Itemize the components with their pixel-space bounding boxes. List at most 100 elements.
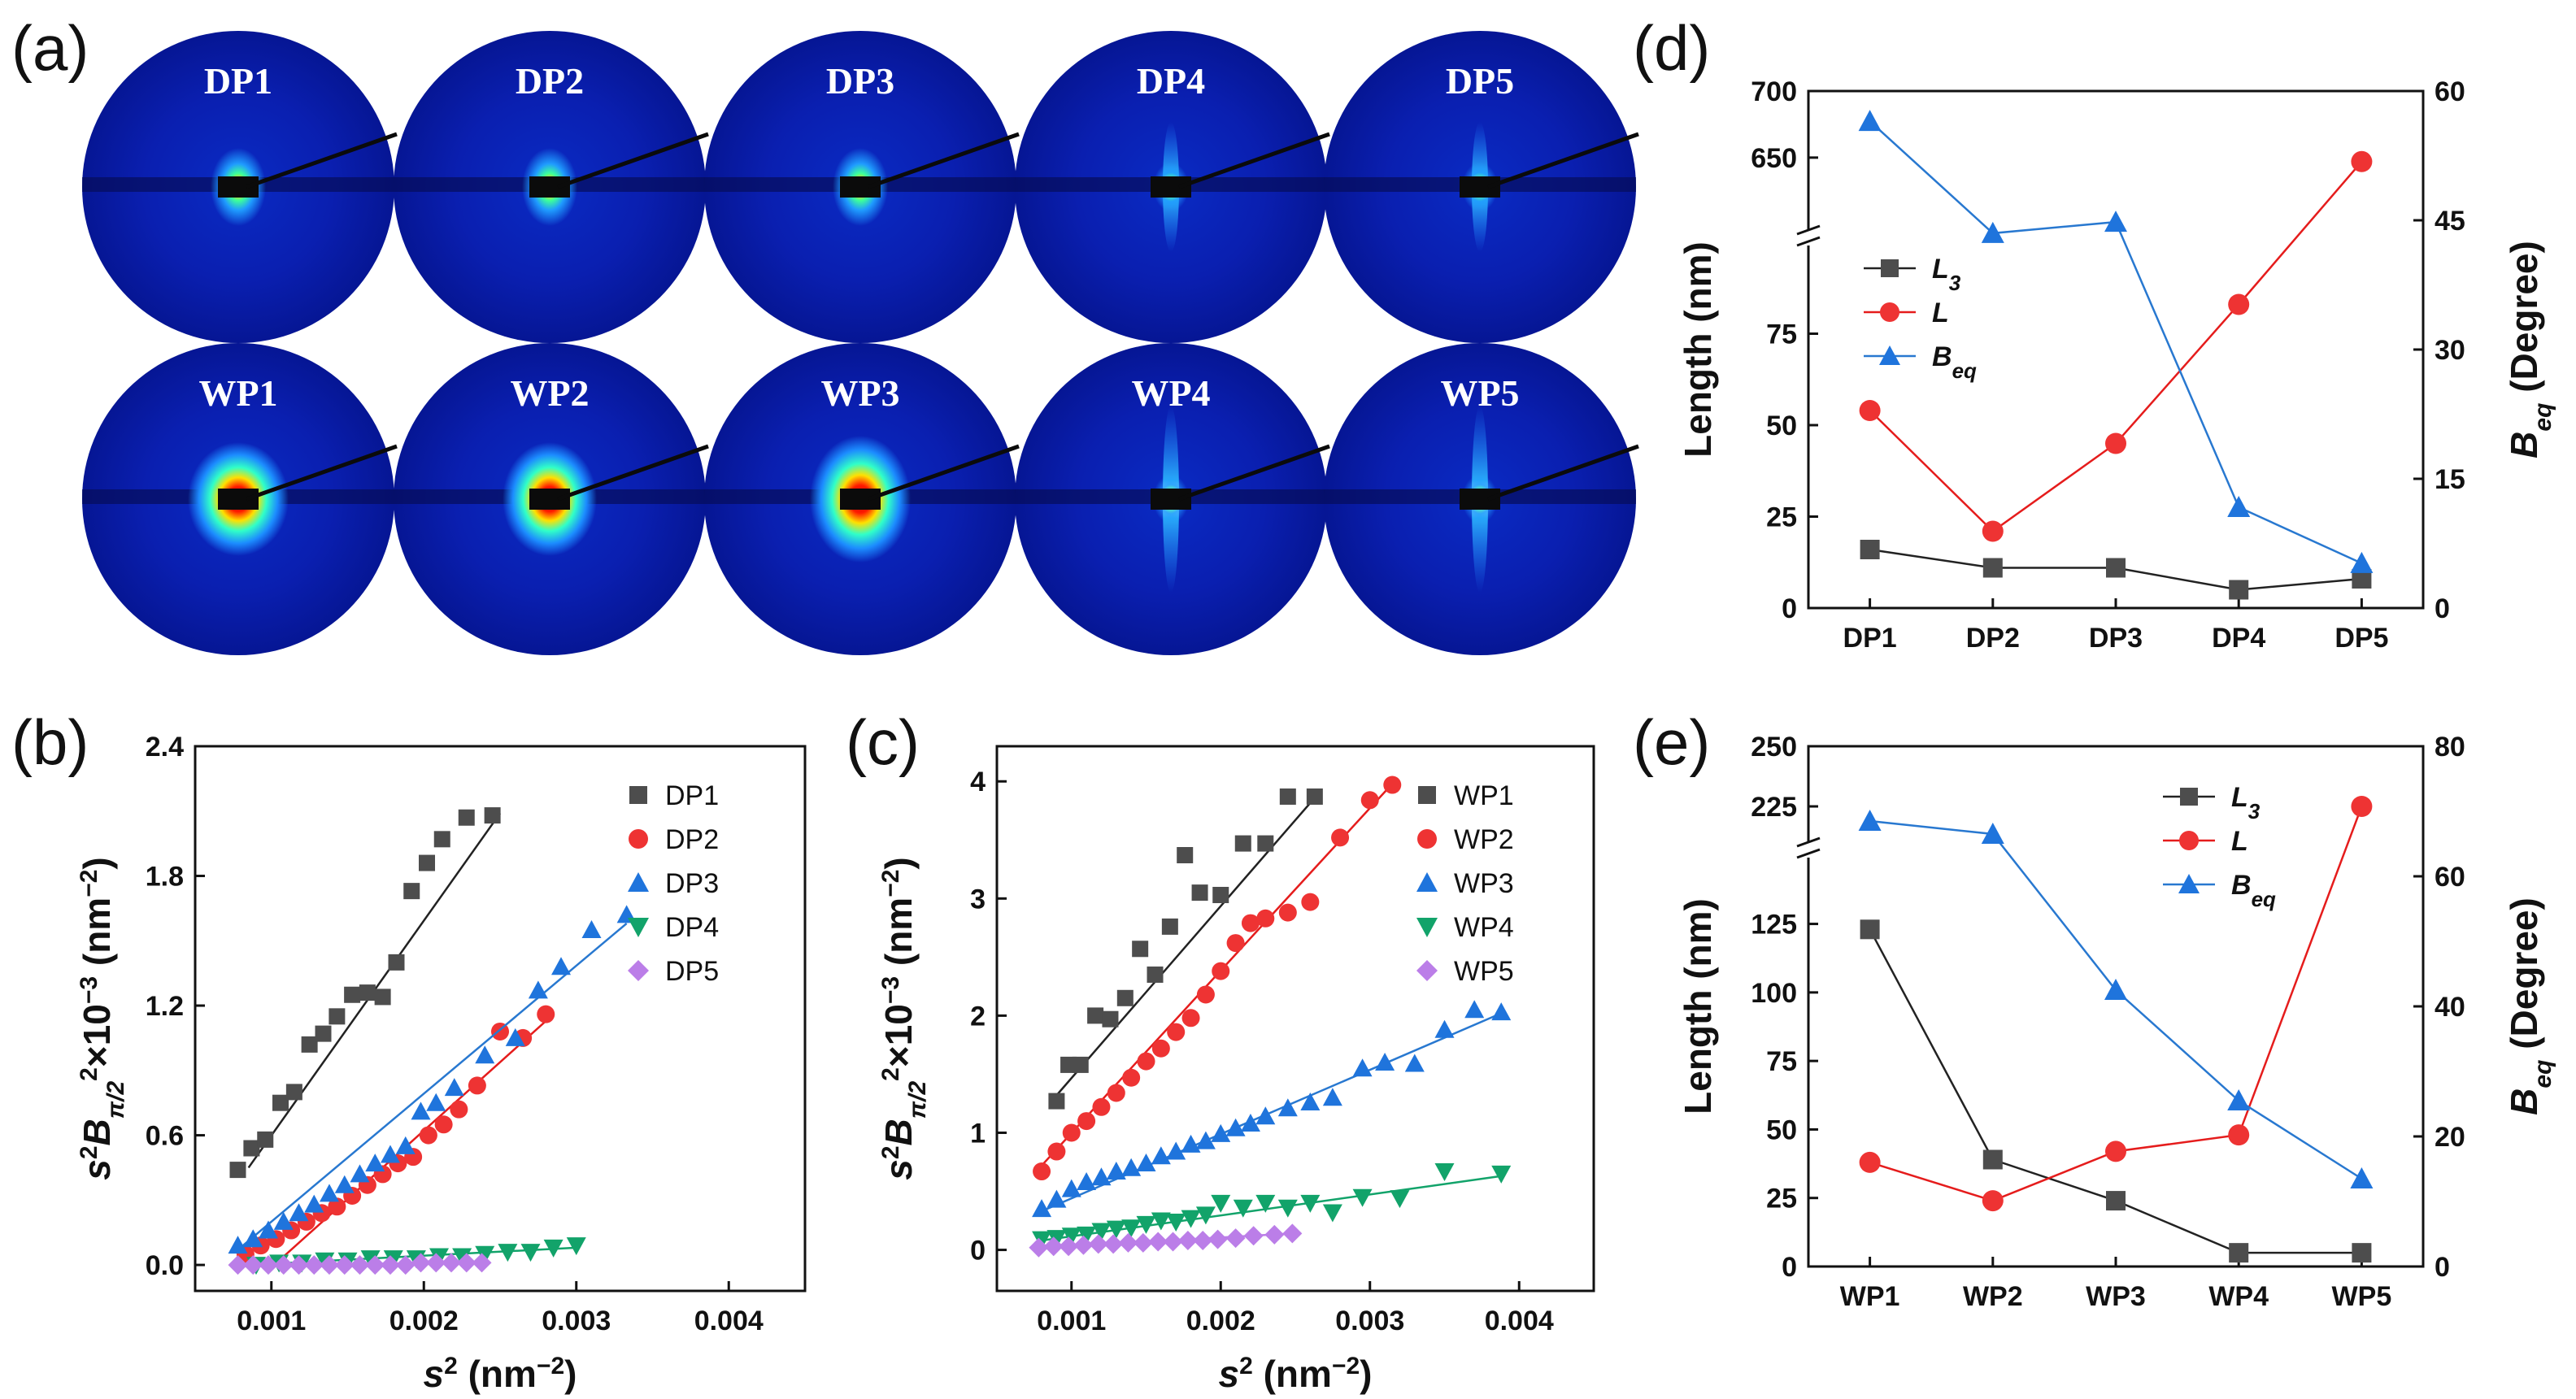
data-point-dp4 (498, 1244, 518, 1262)
data-point-dp5 (395, 1255, 416, 1275)
data-point-wp5 (1103, 1234, 1124, 1254)
y2-tick-label: 45 (2435, 206, 2465, 237)
beam-stop-arm (868, 444, 1020, 502)
x-tick-label: 0.001 (1037, 1306, 1106, 1336)
data-point-wp1 (1279, 788, 1296, 805)
data-point-wp1 (1234, 835, 1251, 852)
y-tick-label: 1.8 (146, 862, 184, 893)
y-tick-label: 75 (1766, 1046, 1797, 1077)
saxs-name-dp4: DP4 (1137, 60, 1205, 102)
beam-stop-arm (1487, 132, 1639, 189)
data-point-l3 (2229, 1243, 2249, 1263)
data-point-l (1859, 400, 1881, 421)
y-tick-label: 25 (1766, 1184, 1797, 1214)
data-point-dp1 (419, 854, 435, 871)
data-point-wp4 (1352, 1188, 1373, 1207)
x-tick-label: 0.001 (237, 1306, 306, 1336)
data-point-dp1 (458, 809, 475, 826)
legend-label-dp1: DP1 (665, 780, 719, 811)
data-point-wp3 (1211, 1123, 1231, 1142)
data-point-wp1 (1087, 1007, 1104, 1024)
data-point-dp3 (259, 1220, 278, 1239)
data-point-wp4 (1233, 1199, 1253, 1218)
saxs-dp2: DP2 (394, 31, 709, 343)
data-point-beq (2350, 1167, 2374, 1188)
data-point-dp3 (395, 1136, 416, 1154)
data-point-wp3 (1255, 1106, 1276, 1125)
legend-marker-l (1880, 302, 1899, 322)
y-tick-label: 50 (1766, 411, 1797, 441)
data-point-l3 (2106, 558, 2126, 578)
data-point-wp1 (1132, 941, 1149, 958)
saxs-name-dp1: DP1 (204, 60, 272, 102)
data-point-wp2 (1331, 828, 1350, 847)
data-point-dp3 (365, 1154, 385, 1172)
data-point-wp1 (1116, 989, 1134, 1006)
data-point-wp2 (1151, 1039, 1170, 1058)
x-tick-label: WP4 (2208, 1281, 2269, 1312)
legend-label-l: L (1932, 298, 1949, 328)
data-point-wp5 (1059, 1236, 1079, 1257)
saxs-wp2: WP2 (394, 343, 709, 655)
data-point-wp5 (1118, 1232, 1138, 1253)
y-tick-label: 2.4 (146, 732, 184, 762)
data-point-dp1 (315, 1025, 332, 1042)
saxs-name-wp2: WP2 (510, 372, 589, 414)
plot-frame (995, 745, 1595, 1293)
saxs-name-wp5: WP5 (1440, 372, 1519, 414)
fit-line-dp2 (278, 1013, 555, 1262)
y-tick-label: 0.6 (146, 1121, 184, 1152)
data-point-wp4 (1211, 1194, 1231, 1213)
data-point-dp2 (468, 1076, 486, 1095)
y-tick-label: 50 (1766, 1114, 1797, 1145)
data-point-wp4 (1322, 1204, 1342, 1223)
data-point-wp2 (1047, 1142, 1066, 1161)
data-point-wp3 (1352, 1058, 1373, 1077)
data-point-beq (2227, 495, 2251, 517)
data-point-dp5 (273, 1255, 294, 1275)
data-point-dp1 (301, 1036, 318, 1053)
legend-label-wp4: WP4 (1454, 912, 1514, 943)
legend-marker-dp3 (628, 872, 649, 892)
data-point-wp4 (1061, 1227, 1081, 1246)
y2-tick-label: 0 (2435, 1252, 2450, 1283)
legend-label-dp5: DP5 (665, 956, 719, 987)
fit-line-dp3 (237, 923, 628, 1251)
legend-marker-beq (1879, 345, 1900, 365)
data-point-dp3 (551, 957, 571, 975)
data-point-dp4 (543, 1239, 564, 1258)
x-tick-label: WP3 (2086, 1281, 2146, 1312)
legend-marker-wp4 (1416, 918, 1438, 937)
data-point-wp3 (1300, 1093, 1321, 1111)
data-point-dp1 (229, 1162, 246, 1179)
data-point-wp2 (1278, 903, 1297, 922)
chart-e: WP1 WP2 WP3 WP4 WP5 0 25 50 75 100 125 225 250 0 20 40 6… (1677, 732, 2556, 1312)
y-tick-label: 0 (1782, 593, 1797, 624)
legend-label-dp3: DP3 (665, 868, 719, 899)
legend-marker-wp3 (1416, 872, 1438, 892)
data-point-wp5 (1088, 1234, 1108, 1254)
data-point-dp1 (344, 986, 361, 1003)
data-point-beq (1858, 110, 1882, 132)
data-point-l3 (1860, 919, 1880, 940)
legend-label-wp5: WP5 (1454, 956, 1514, 987)
legend-label-l3: L3 (1932, 254, 1961, 295)
panel-label-b: (b) (11, 706, 89, 778)
data-point-wp5 (1029, 1237, 1049, 1258)
data-point-wp3 (1077, 1172, 1097, 1190)
data-point-dp1 (257, 1131, 274, 1148)
x-tick-label: 0.003 (542, 1306, 611, 1336)
axis-break-mark (1796, 836, 1821, 848)
data-point-wp3 (1322, 1088, 1342, 1106)
y-tick-label: 700 (1751, 76, 1797, 107)
data-point-beq (1981, 823, 2004, 844)
data-point-wp5 (1073, 1235, 1094, 1255)
data-point-l (2228, 293, 2250, 315)
data-point-wp4 (1166, 1213, 1186, 1232)
saxs-name-dp5: DP5 (1446, 60, 1514, 102)
data-point-wp3 (1375, 1053, 1395, 1071)
data-point-wp5 (1193, 1231, 1213, 1251)
data-point-l3 (1982, 558, 2003, 578)
legend-label-dp2: DP2 (665, 824, 719, 855)
x-tick-label: 0.002 (1186, 1306, 1255, 1336)
